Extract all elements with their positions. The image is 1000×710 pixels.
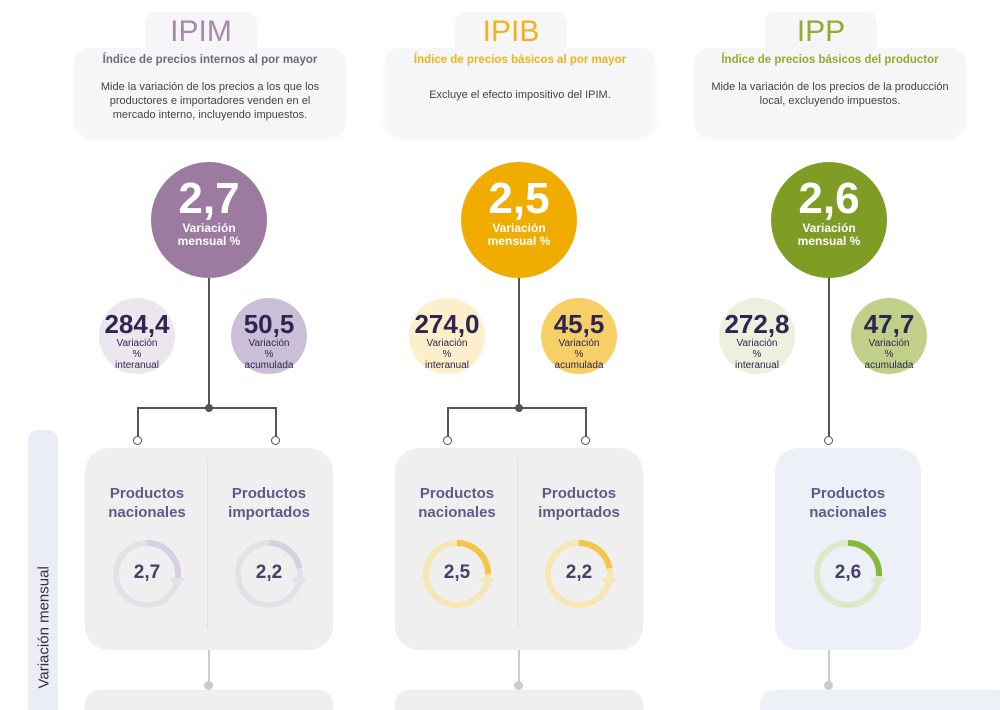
- variacion-mensual-label-bar: Variación mensual: [28, 430, 58, 710]
- interanual-value: 274,0: [414, 309, 480, 339]
- ipim-column: IPIM Índice de precios internos al por m…: [65, 0, 375, 710]
- main-value: 2,7: [178, 174, 240, 223]
- main-label: Variación mensual %: [487, 221, 551, 248]
- ipib-interanual-circle: 274,0 Variación % interanual: [409, 298, 485, 374]
- ipim-main-circle: 2,7 Variación mensual %: [151, 162, 267, 278]
- side-label: Variación mensual: [35, 566, 53, 689]
- product-value: 2,2: [255, 562, 283, 583]
- ipp-main-circle: 2,6 Variación mensual %: [771, 162, 887, 278]
- branch-end-dot: [824, 436, 833, 445]
- ipim-description-card: Índice de precios internos al por mayor …: [75, 48, 345, 136]
- ipim-subtitle: Índice de precios internos al por mayor: [102, 54, 318, 66]
- connector-dot: [514, 681, 523, 690]
- ipp-interanual-circle: 272,8 Variación % interanual: [719, 298, 795, 374]
- product-label: Productos importados: [538, 485, 620, 521]
- ring-arrow-icon: [545, 540, 617, 608]
- product-item: Productos nacionales 2,5: [397, 448, 517, 650]
- ipib-subtitle: Índice de precios básicos al por mayor: [413, 54, 627, 66]
- interanual-value: 284,4: [104, 309, 170, 339]
- branch-line-right: [275, 407, 277, 437]
- acumulada-value: 45,5: [553, 309, 605, 339]
- interanual-label: Variación % interanual: [425, 338, 469, 371]
- ipim-acumulada-circle: 50,5 Variación % acumulada: [231, 298, 307, 374]
- variation-ring-gauge: 2,2: [229, 534, 309, 614]
- main-value: 2,5: [488, 174, 550, 223]
- variation-ring-gauge: 2,5: [417, 534, 497, 614]
- variation-ring-gauge: 2,2: [539, 534, 619, 614]
- ipp-description-card: Índice de precios básicos del productor …: [695, 48, 965, 136]
- ring-arrow-icon: [235, 540, 307, 608]
- main-value: 2,6: [798, 174, 860, 223]
- branch-line-left: [447, 407, 449, 437]
- connector-line: [518, 650, 520, 685]
- branch-line-right: [585, 407, 587, 437]
- ring-arrow-icon: [814, 540, 886, 608]
- ipp-products-panel: Productos nacionales 2,6: [775, 448, 921, 650]
- ipim-products-panel: Productos nacionales 2,7 Productos impor…: [85, 448, 333, 650]
- ipp-description: Mide la variación de los precios de la p…: [711, 81, 949, 107]
- ipib-title: IPIB: [455, 12, 567, 52]
- product-value: 2,2: [565, 562, 593, 583]
- connector-dot: [204, 681, 213, 690]
- variation-ring-gauge: 2,6: [808, 534, 888, 614]
- connector-line: [828, 650, 830, 685]
- interanual-label: Variación % interanual: [115, 338, 159, 371]
- ipim-interanual-circle: 284,4 Variación % interanual: [99, 298, 175, 374]
- next-panel: [395, 690, 643, 710]
- ipim-description: Mide la variación de los precios a los q…: [100, 81, 320, 121]
- branch-end-dot: [271, 436, 280, 445]
- ipib-column: IPIB Índice de precios básicos al por ma…: [375, 0, 685, 710]
- ipib-acumulada-circle: 45,5 Variación % acumulada: [541, 298, 617, 374]
- connector-line: [208, 650, 210, 685]
- branch-line-left: [137, 407, 139, 437]
- branch-end-dot: [133, 436, 142, 445]
- ring-arrow-icon: [423, 540, 495, 608]
- connector-line: [518, 278, 520, 408]
- ipp-title: IPP: [765, 12, 877, 52]
- variation-ring-gauge: 2,7: [107, 534, 187, 614]
- main-label: Variación mensual %: [177, 221, 241, 248]
- ipib-description-card: Índice de precios básicos al por mayor E…: [385, 48, 655, 136]
- ring-arrow-icon: [113, 540, 185, 608]
- next-panel: [760, 690, 1000, 710]
- acumulada-label: Variación % acumulada: [864, 338, 914, 371]
- ipp-subtitle: Índice de precios básicos del productor: [721, 54, 939, 66]
- divider: [207, 458, 208, 628]
- ipib-products-panel: Productos nacionales 2,5 Productos impor…: [395, 448, 643, 650]
- ipim-title: IPIM: [145, 12, 257, 52]
- connector-line: [828, 278, 830, 438]
- product-item: Productos nacionales 2,7: [87, 448, 207, 650]
- interanual-value: 272,8: [724, 309, 790, 339]
- product-value: 2,7: [133, 562, 161, 583]
- product-label: Productos nacionales: [809, 485, 887, 521]
- divider: [517, 458, 518, 628]
- ipp-column: IPP Índice de precios básicos del produc…: [685, 0, 1000, 710]
- connector-dot: [824, 681, 833, 690]
- product-label: Productos importados: [228, 485, 310, 521]
- acumulada-value: 47,7: [863, 309, 915, 339]
- interanual-label: Variación % interanual: [735, 338, 779, 371]
- product-item: Productos nacionales 2,6: [788, 448, 908, 650]
- product-value: 2,5: [443, 562, 471, 583]
- product-label: Productos nacionales: [418, 485, 496, 521]
- ipib-main-circle: 2,5 Variación mensual %: [461, 162, 577, 278]
- product-item: Productos importados 2,2: [209, 448, 329, 650]
- branch-end-dot: [443, 436, 452, 445]
- next-panel: [85, 690, 333, 710]
- product-label: Productos nacionales: [108, 485, 186, 521]
- acumulada-label: Variación % acumulada: [554, 338, 604, 371]
- connector-line: [208, 278, 210, 408]
- main-label: Variación mensual %: [797, 221, 861, 248]
- ipp-acumulada-circle: 47,7 Variación % acumulada: [851, 298, 927, 374]
- branch-end-dot: [581, 436, 590, 445]
- acumulada-label: Variación % acumulada: [244, 338, 294, 371]
- branch-line: [137, 407, 277, 409]
- product-value: 2,6: [834, 562, 862, 583]
- acumulada-value: 50,5: [243, 309, 295, 339]
- product-item: Productos importados 2,2: [519, 448, 639, 650]
- ipib-description: Excluye el efecto impositivo del IPIM.: [429, 89, 611, 101]
- branch-line: [447, 407, 587, 409]
